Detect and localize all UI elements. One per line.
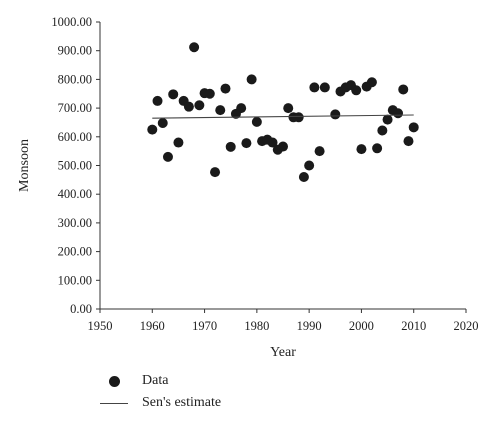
x-tick-label: 2000 [349,319,374,333]
data-point [298,171,309,182]
data-point [183,101,194,112]
data-point [398,84,409,95]
data-point [210,167,221,178]
data-point [408,122,419,133]
x-tick-label: 1980 [244,319,269,333]
chart-marks [147,42,419,182]
data-point [393,108,404,119]
y-tick-label: 100.00 [58,273,92,287]
data-point [225,141,236,152]
y-tick-label: 400.00 [58,187,92,201]
y-tick-label: 200.00 [58,245,92,259]
legend-label-data: Data [142,373,169,388]
data-point [204,88,215,99]
data-point [251,116,262,127]
x-tick-label: 2020 [454,319,479,333]
y-tick-label: 800.00 [58,72,92,86]
data-point [330,109,341,120]
y-tick-label: 700.00 [58,101,92,115]
data-point [377,125,388,136]
data-point [173,137,184,148]
data-point [215,105,226,116]
data-point [293,112,304,123]
data-point [241,138,252,149]
data-point [220,83,231,94]
legend-marker-icon [106,375,140,387]
y-tick-label: 500.00 [58,159,92,173]
data-point [309,82,320,93]
data-point [189,42,200,53]
y-tick-label: 300.00 [58,216,92,230]
data-point [314,146,325,157]
y-axis-title: Monsoon [17,139,32,192]
y-tick-label: 0.00 [70,302,92,316]
data-point [152,95,163,106]
x-tick-label: 1950 [88,319,113,333]
data-point [168,89,179,100]
legend-item-data: Data [106,370,221,392]
data-point [372,143,383,154]
data-point [236,103,247,114]
y-tick-label: 600.00 [58,130,92,144]
x-tick-label: 1970 [192,319,217,333]
data-point [366,77,377,88]
data-point [278,141,288,152]
x-axis-title: Year [270,345,296,360]
y-tick-label: 1000.00 [51,15,92,29]
x-tick-label: 1960 [140,319,165,333]
data-point [267,137,278,148]
chart-axes: 0.00 100.00 200.00 300.00 400.00 500.00 600.00… [51,15,478,333]
legend-label-sens-estimate: Sen's estimate [142,395,222,410]
legend-line-icon [100,402,140,404]
data-point [162,151,173,162]
data-point [157,118,168,129]
data-point [147,124,158,135]
x-tick-label: 1990 [297,319,322,333]
data-point [382,114,393,125]
data-point [351,85,362,96]
data-point [246,74,257,85]
y-tick-label: 900.00 [58,44,92,58]
data-point [194,100,205,111]
data-point [319,82,330,93]
x-tick-label: 2010 [401,319,426,333]
data-point [304,160,315,171]
legend-item-sens-estimate: Sen's estimate [100,392,222,414]
data-point [283,103,294,114]
chart-legend: Data Sen's estimate [100,370,222,414]
data-point [403,136,414,147]
data-point [356,144,367,155]
sens-estimate-line [152,114,414,119]
